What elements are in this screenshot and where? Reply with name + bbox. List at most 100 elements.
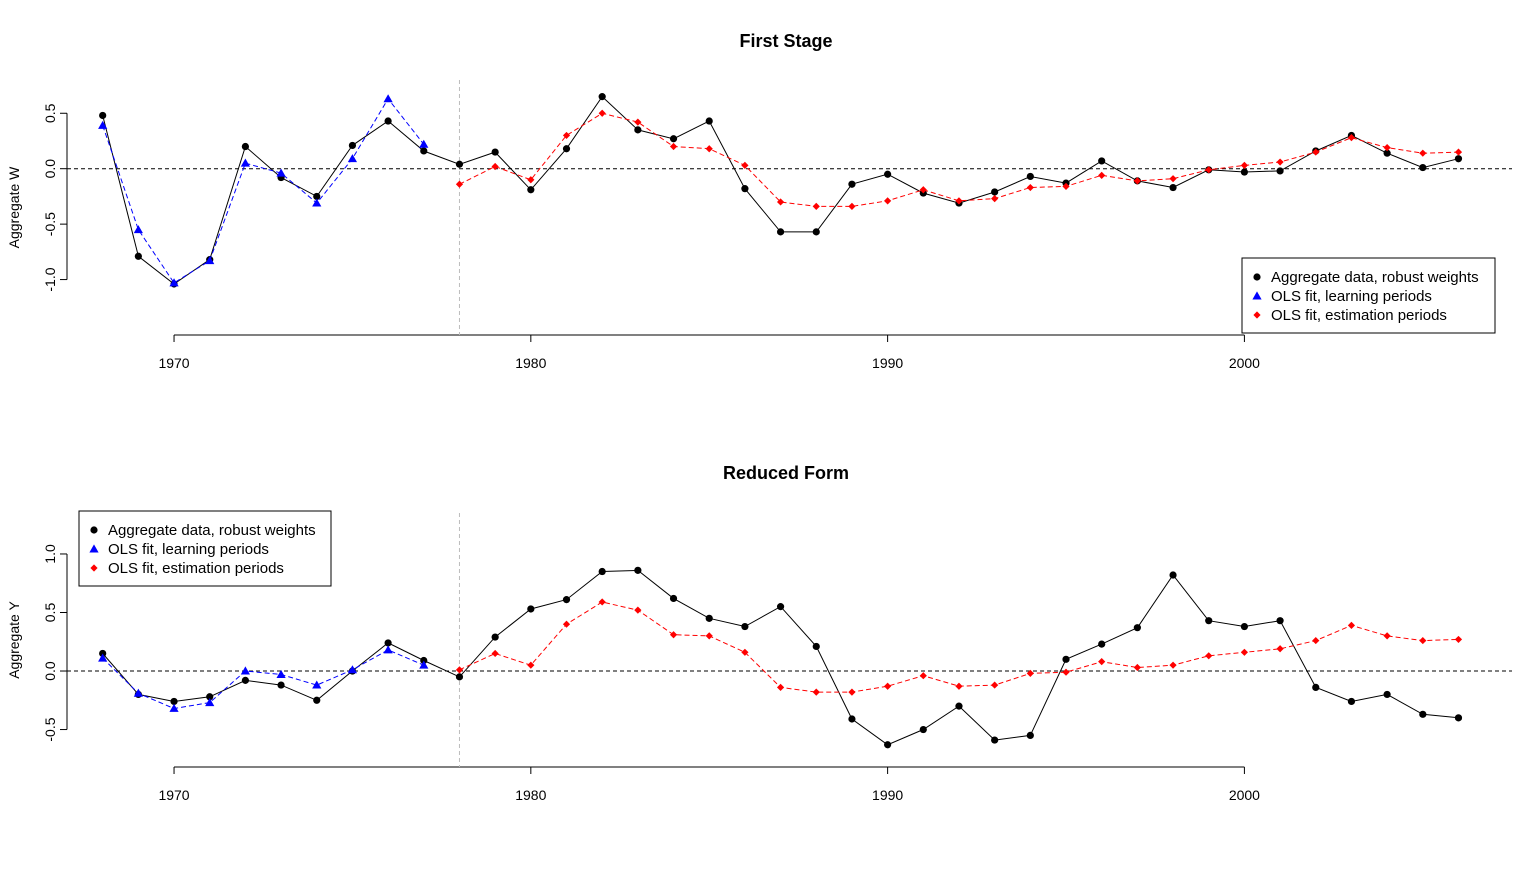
data-point [1062,182,1070,191]
data-point [598,109,606,117]
data-point [1240,168,1249,176]
x-tick-label: 1990 [872,787,903,803]
data-point [1169,183,1177,192]
chart-title: Reduced Form [723,463,849,483]
data-point [491,148,499,156]
x-tick-label: 1980 [515,355,546,371]
data-point [848,180,856,188]
y-axis-label: Aggregate W [6,166,22,248]
data-point [455,160,464,168]
data-point [634,126,642,134]
data-point [347,154,358,163]
data-point [1240,622,1249,631]
x-tick-label: 1970 [158,355,189,371]
data-point [1240,648,1249,656]
legend-entry-label: Aggregate data, robust weights [1271,269,1479,286]
data-point [884,197,892,205]
data-point [919,186,927,194]
data-point [1169,571,1177,579]
chart-panel-2: Reduced Form Aggregate Y -0.5 0.0 0.5 1.0 1970… [6,463,1512,803]
data-point [741,648,749,656]
data-point [384,639,392,647]
data-point [991,195,999,203]
data-point [276,669,286,678]
data-point [419,660,429,669]
data-point [669,631,678,639]
data-point [383,94,393,103]
data-point [1026,172,1034,181]
data-point [776,198,785,206]
series-line [459,112,1459,207]
data-point [848,715,856,723]
data-point [991,736,999,744]
data-point [312,198,322,207]
data-point [99,111,107,120]
data-point [347,665,358,674]
data-point [705,632,713,640]
data-point [705,117,713,125]
data-point [133,225,143,234]
data-point [240,158,250,167]
data-point [276,168,286,177]
data-point [991,188,999,196]
chart-panel-1: First Stage Aggregate W -1.0 -0.5 0.0 0.5 1970… [6,31,1512,371]
legend-marker [1252,291,1262,300]
data-point [455,673,464,681]
data-point [705,145,713,153]
data-point [669,142,678,151]
data-point [812,202,820,210]
data-point [1098,640,1106,648]
data-point [1169,661,1177,669]
x-tick-label: 2000 [1229,787,1260,803]
data-point [1454,714,1463,722]
data-point [741,622,749,631]
data-point [169,278,179,287]
data-point [312,680,322,689]
data-point [1098,157,1106,165]
legend-box [78,510,332,587]
legend-marker [90,564,98,572]
data-point [1098,171,1106,179]
data-point [241,676,249,684]
series-diamond-3 [455,598,1463,696]
data-point [527,176,535,184]
y-axis-label: Aggregate Y [6,601,22,679]
data-point [1026,669,1034,677]
data-point [1062,655,1070,663]
data-point [1347,697,1356,706]
data-point [527,186,535,194]
data-point [955,702,963,710]
data-point [1169,175,1177,183]
data-point [776,228,785,236]
data-point [669,135,678,143]
data-point [241,142,249,151]
data-point [634,118,642,126]
data-point [919,672,927,680]
x-tick-label: 1980 [515,787,546,803]
data-point [491,649,499,658]
data-point [776,603,785,611]
legend-marker [90,526,98,534]
data-point [1276,645,1284,653]
data-point [1347,621,1356,629]
y-tick-label: -1.0 [42,267,58,291]
series-triangle-2 [98,94,429,287]
data-point [205,256,215,265]
data-point [598,598,606,606]
data-point [955,197,963,205]
data-point [1312,148,1320,156]
series-line [102,569,1459,746]
data-point [1276,167,1284,175]
y-tick-label: 0.0 [42,661,58,681]
data-point [169,703,179,712]
data-point [919,725,927,734]
data-point [1205,617,1213,625]
data-point [776,683,785,692]
data-point [741,185,749,193]
y-tick-label: 0.5 [42,603,58,623]
data-point [1205,652,1213,660]
data-point [1419,163,1427,172]
data-point [134,252,142,260]
data-point [1276,158,1284,166]
